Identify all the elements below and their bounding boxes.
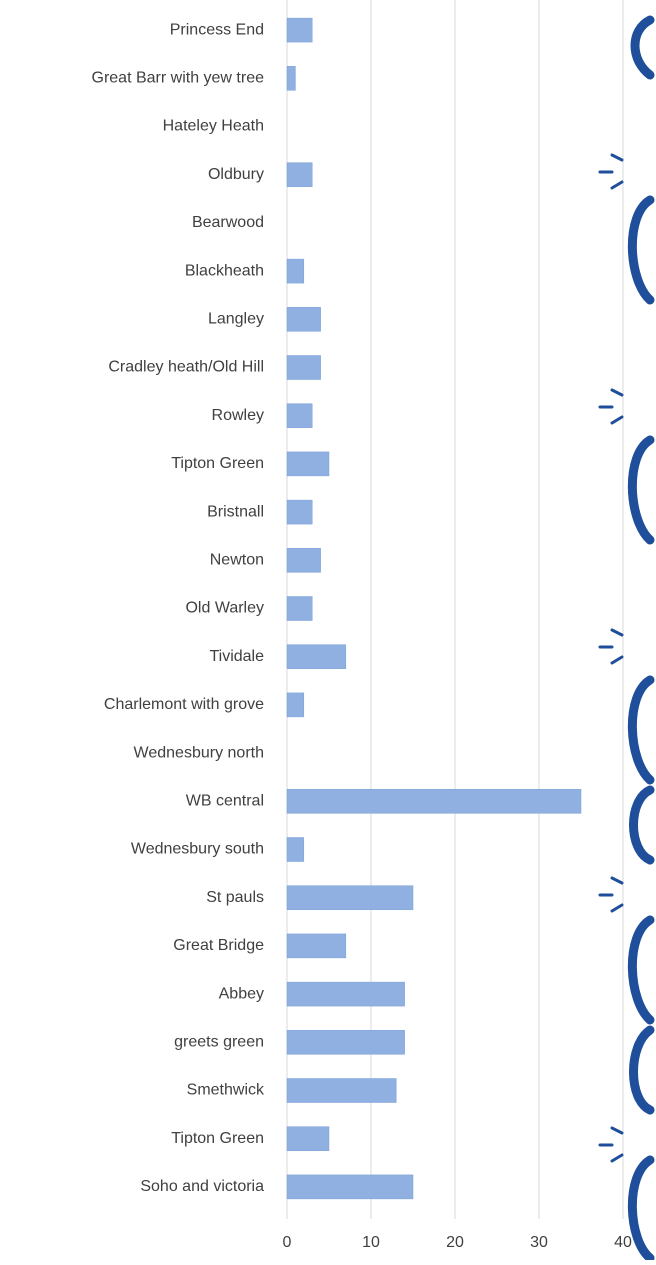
bar <box>287 163 312 187</box>
y-tick-label: Tipton Green <box>171 1130 264 1147</box>
bar <box>287 1030 405 1054</box>
bar <box>287 838 304 862</box>
bar <box>287 1079 396 1103</box>
y-tick-label: Charlemont with grove <box>104 696 264 713</box>
x-tick-label: 30 <box>530 1234 548 1251</box>
y-tick-label: Bearwood <box>192 214 264 231</box>
bar <box>287 982 405 1006</box>
y-tick-label: Great Bridge <box>173 937 264 954</box>
chart: 0 10 20 30 40 Princess End Great Barr with yew… <box>0 0 656 1260</box>
bar <box>287 307 321 331</box>
bar <box>287 259 304 283</box>
bar <box>287 18 312 42</box>
bar <box>287 356 321 380</box>
y-tick-label: Cradley heath/Old Hill <box>108 359 264 376</box>
bar <box>287 404 312 428</box>
y-tick-label: greets green <box>174 1034 264 1051</box>
y-tick-label: WB central <box>186 793 264 810</box>
y-tick-label: Langley <box>208 311 264 328</box>
y-tick-label: Great Barr with yew tree <box>92 70 265 87</box>
bar <box>287 66 295 90</box>
x-tick-label: 20 <box>446 1234 464 1251</box>
x-tick-label: 40 <box>614 1234 632 1251</box>
x-tick-label: 0 <box>283 1234 292 1251</box>
bar <box>287 597 312 621</box>
y-tick-label: Soho and victoria <box>140 1178 264 1195</box>
y-tick-label: Newton <box>210 552 264 569</box>
bar <box>287 645 346 669</box>
y-tick-label: Tipton Green <box>171 455 264 472</box>
bar <box>287 789 581 813</box>
bar <box>287 1175 413 1199</box>
y-tick-label: Princess End <box>170 21 264 38</box>
y-tick-label: Smethwick <box>187 1082 265 1099</box>
y-tick-label: Wednesbury south <box>131 841 264 858</box>
y-tick-label: Tividale <box>209 648 264 665</box>
y-tick-label: Wednesbury north <box>134 744 264 761</box>
y-tick-label: Rowley <box>212 407 264 424</box>
y-tick-label: Blackheath <box>185 262 264 279</box>
y-tick-label: Oldbury <box>208 166 264 183</box>
bar <box>287 886 413 910</box>
bar <box>287 934 346 958</box>
y-tick-label: St pauls <box>206 889 264 906</box>
y-tick-label: Bristnall <box>207 503 264 520</box>
decoration <box>600 20 650 1258</box>
y-tick-label: Hateley Heath <box>163 118 264 135</box>
y-tick-label: Abbey <box>219 985 264 1002</box>
y-tick-label: Old Warley <box>185 600 264 617</box>
bar <box>287 500 312 524</box>
x-tick-label: 10 <box>362 1234 380 1251</box>
bar <box>287 452 329 476</box>
bar <box>287 548 321 572</box>
bar <box>287 1127 329 1151</box>
bar <box>287 693 304 717</box>
